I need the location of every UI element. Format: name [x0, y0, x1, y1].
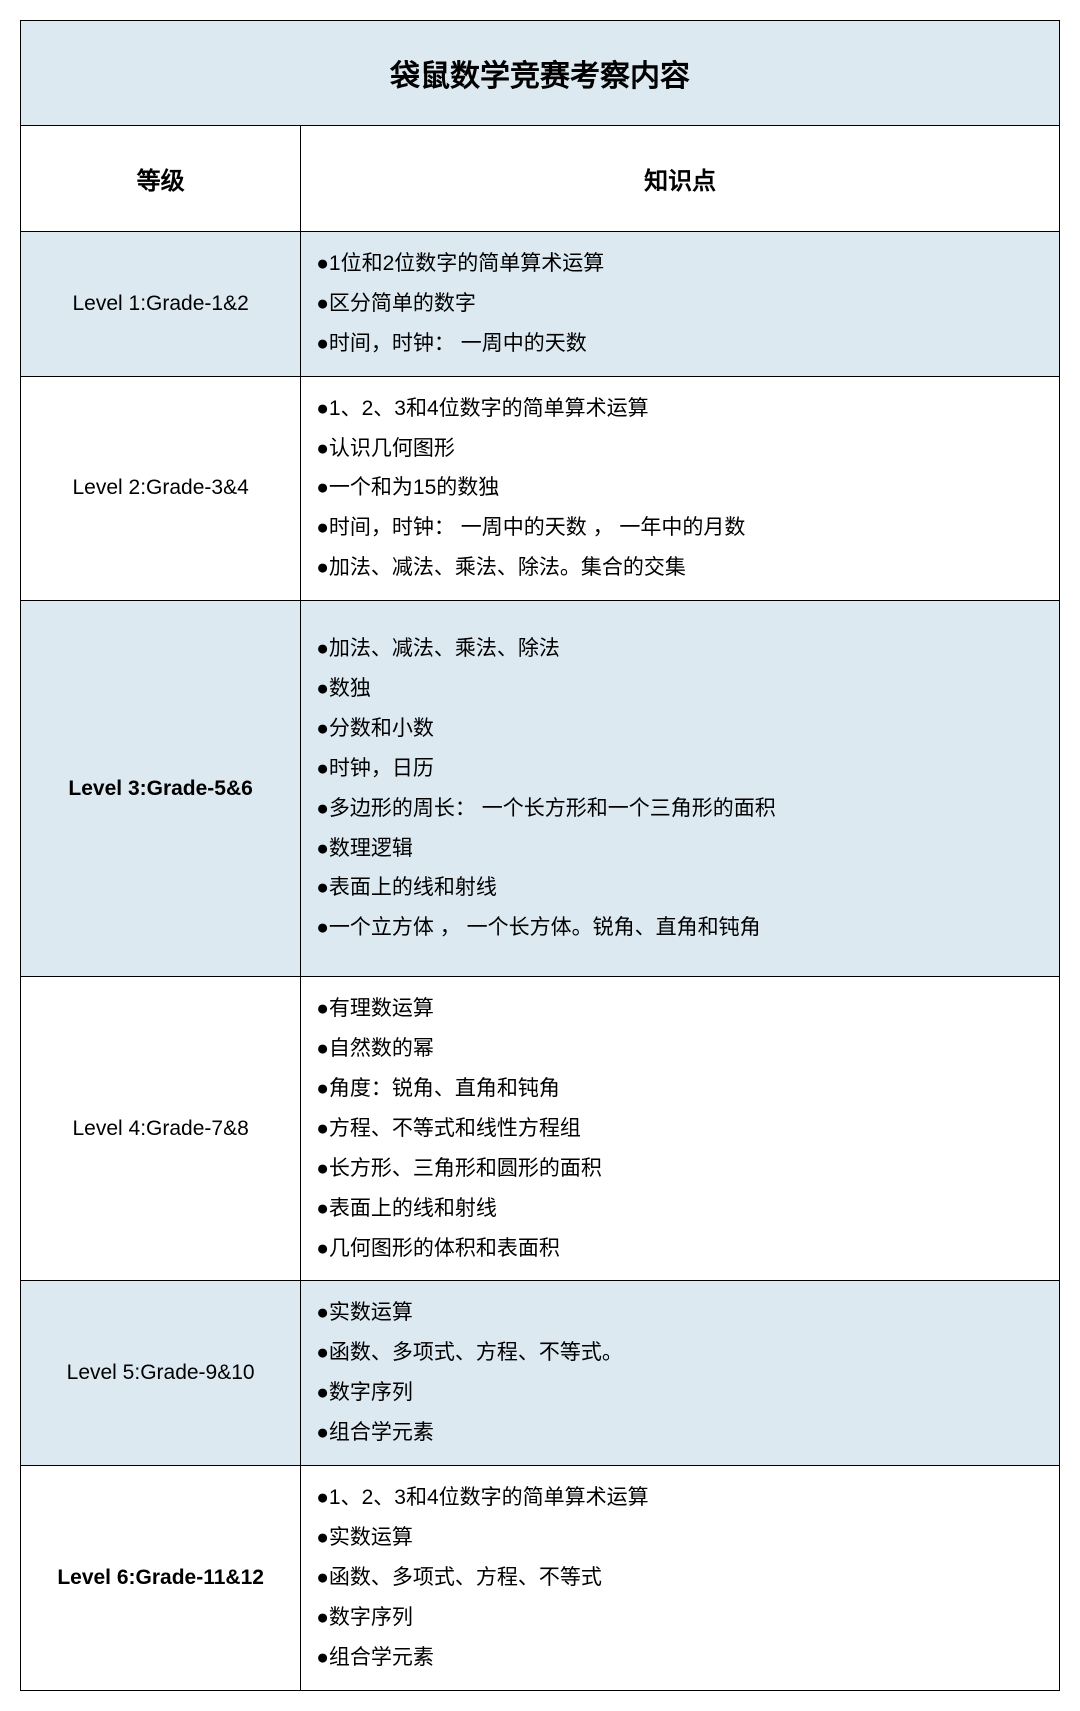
knowledge-item: ●组合学元素	[316, 1413, 1044, 1453]
level-cell: Level 6:Grade-11&12	[21, 1466, 301, 1689]
knowledge-item: ●角度：锐角、直角和钝角	[316, 1069, 1044, 1109]
knowledge-item: ●数理逻辑	[316, 829, 1044, 869]
table-row: Level 2:Grade-3&4●1、2、3和4位数字的简单算术运算●认识几何…	[21, 377, 1059, 601]
table-header-row: 等级 知识点	[21, 126, 1059, 232]
knowledge-item: ●长方形、三角形和圆形的面积	[316, 1149, 1044, 1189]
knowledge-item: ●多边形的周长： 一个长方形和一个三角形的面积	[316, 789, 1044, 829]
knowledge-item: ●函数、多项式、方程、不等式	[316, 1558, 1044, 1598]
knowledge-item: ●数独	[316, 669, 1044, 709]
level-cell: Level 4:Grade-7&8	[21, 977, 301, 1280]
knowledge-item: ●有理数运算	[316, 989, 1044, 1029]
table-row: Level 4:Grade-7&8●有理数运算●自然数的幂●角度：锐角、直角和钝…	[21, 977, 1059, 1281]
table-body: Level 1:Grade-1&2●1位和2位数字的简单算术运算●区分简单的数字…	[21, 232, 1059, 1690]
knowledge-cell: ●1、2、3和4位数字的简单算术运算●认识几何图形●一个和为15的数独●时间，时…	[301, 377, 1059, 600]
level-cell: Level 5:Grade-9&10	[21, 1281, 301, 1465]
knowledge-item: ●1、2、3和4位数字的简单算术运算	[316, 1478, 1044, 1518]
level-cell: Level 2:Grade-3&4	[21, 377, 301, 600]
knowledge-item: ●一个和为15的数独	[316, 468, 1044, 508]
knowledge-item: ●加法、减法、乘法、除法。集合的交集	[316, 548, 1044, 588]
table-title-row: 袋鼠数学竞赛考察内容	[21, 21, 1059, 126]
knowledge-item: ●实数运算	[316, 1518, 1044, 1558]
knowledge-item: ●表面上的线和射线	[316, 868, 1044, 908]
knowledge-item: ●认识几何图形	[316, 429, 1044, 469]
knowledge-item: ●区分简单的数字	[316, 284, 1044, 324]
knowledge-cell: ●实数运算●函数、多项式、方程、不等式。●数字序列●组合学元素	[301, 1281, 1059, 1465]
table-row: Level 1:Grade-1&2●1位和2位数字的简单算术运算●区分简单的数字…	[21, 232, 1059, 377]
knowledge-cell: ●1位和2位数字的简单算术运算●区分简单的数字●时间，时钟： 一周中的天数	[301, 232, 1059, 376]
knowledge-item: ●时钟，日历	[316, 749, 1044, 789]
knowledge-item: ●1位和2位数字的简单算术运算	[316, 244, 1044, 284]
knowledge-item: ●一个立方体 ， 一个长方体。锐角、直角和钝角	[316, 908, 1044, 948]
table-row: Level 5:Grade-9&10●实数运算●函数、多项式、方程、不等式。●数…	[21, 1281, 1059, 1466]
knowledge-item: ●方程、不等式和线性方程组	[316, 1109, 1044, 1149]
knowledge-item: ●表面上的线和射线	[316, 1189, 1044, 1229]
knowledge-item: ●时间，时钟： 一周中的天数	[316, 324, 1044, 364]
knowledge-item: ●数字序列	[316, 1598, 1044, 1638]
knowledge-item: ●1、2、3和4位数字的简单算术运算	[316, 389, 1044, 429]
knowledge-item: ●实数运算	[316, 1293, 1044, 1333]
knowledge-item: ●函数、多项式、方程、不等式。	[316, 1333, 1044, 1373]
knowledge-item: ●时间，时钟： 一周中的天数 ， 一年中的月数	[316, 508, 1044, 548]
level-cell: Level 1:Grade-1&2	[21, 232, 301, 376]
header-knowledge: 知识点	[301, 126, 1059, 231]
table-row: Level 6:Grade-11&12●1、2、3和4位数字的简单算术运算●实数…	[21, 1466, 1059, 1689]
table-title: 袋鼠数学竞赛考察内容	[390, 60, 690, 93]
knowledge-item: ●自然数的幂	[316, 1029, 1044, 1069]
knowledge-item: ●加法、减法、乘法、除法	[316, 629, 1044, 669]
level-cell: Level 3:Grade-5&6	[21, 601, 301, 976]
header-level: 等级	[21, 126, 301, 231]
knowledge-cell: ●有理数运算●自然数的幂●角度：锐角、直角和钝角●方程、不等式和线性方程组●长方…	[301, 977, 1059, 1280]
knowledge-item: ●分数和小数	[316, 709, 1044, 749]
knowledge-item: ●几何图形的体积和表面积	[316, 1229, 1044, 1269]
knowledge-item: ●组合学元素	[316, 1638, 1044, 1678]
knowledge-cell: ●1、2、3和4位数字的简单算术运算●实数运算●函数、多项式、方程、不等式●数字…	[301, 1466, 1059, 1689]
competition-table: 袋鼠数学竞赛考察内容 等级 知识点 Level 1:Grade-1&2●1位和2…	[20, 20, 1060, 1691]
table-row: Level 3:Grade-5&6●加法、减法、乘法、除法●数独●分数和小数●时…	[21, 601, 1059, 977]
knowledge-item: ●数字序列	[316, 1373, 1044, 1413]
knowledge-cell: ●加法、减法、乘法、除法●数独●分数和小数●时钟，日历●多边形的周长： 一个长方…	[301, 601, 1059, 976]
